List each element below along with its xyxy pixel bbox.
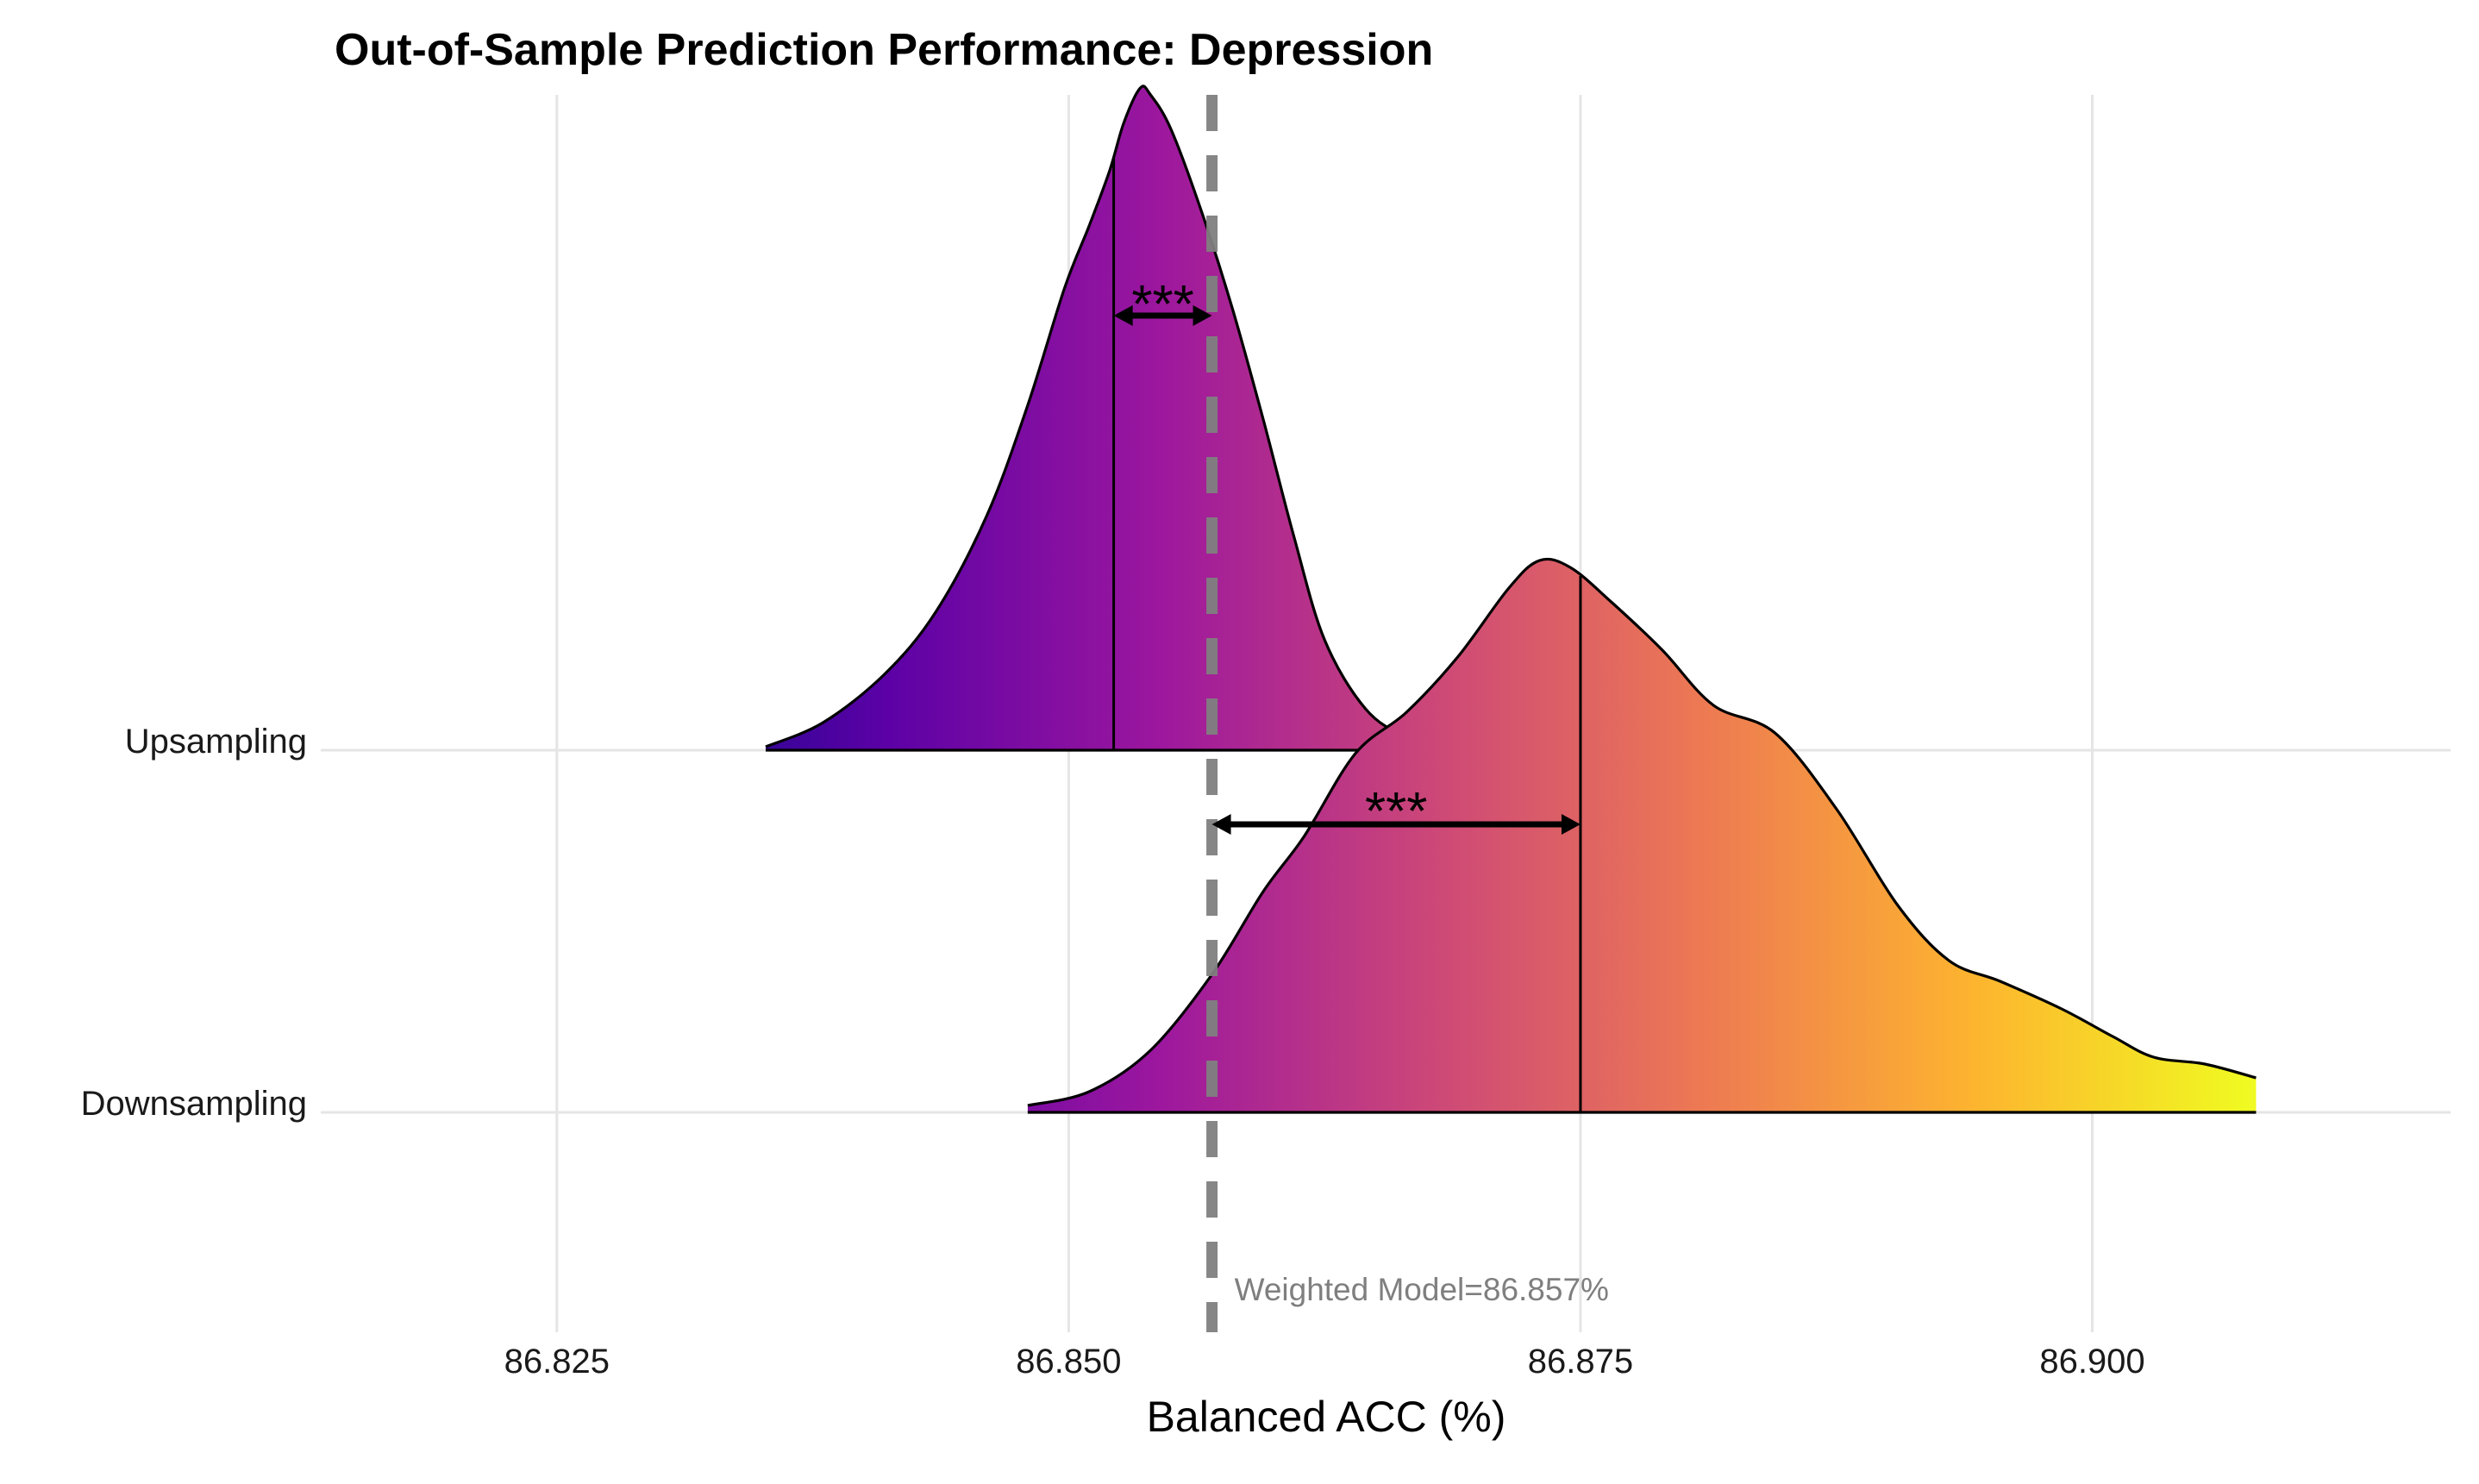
comparison-arrow-head-left bbox=[1113, 305, 1133, 326]
comparison-arrow-head-right bbox=[1561, 814, 1581, 835]
significance-label: *** bbox=[1365, 782, 1427, 842]
density-fill-upsampling bbox=[765, 85, 1454, 751]
reference-line-label: Weighted Model=86.857% bbox=[1235, 1272, 1609, 1307]
x-tick-label: 86.900 bbox=[2039, 1343, 2144, 1381]
x-axis-title: Balanced ACC (%) bbox=[1147, 1393, 1506, 1441]
x-tick-label: 86.825 bbox=[504, 1343, 610, 1381]
density-ridges bbox=[765, 85, 2257, 1114]
density-fill-downsampling bbox=[1027, 559, 2257, 1112]
chart-title: Out-of-Sample Prediction Performance: De… bbox=[335, 25, 1433, 75]
x-tick-label: 86.850 bbox=[1016, 1343, 1121, 1381]
comparison-arrow-head-left bbox=[1211, 814, 1231, 835]
x-tick-label: 86.875 bbox=[1528, 1343, 1633, 1381]
text-labels: Out-of-Sample Prediction Performance: De… bbox=[81, 25, 2145, 1441]
y-category-label: Downsampling bbox=[81, 1085, 307, 1123]
density-outline-downsampling bbox=[1027, 557, 2257, 1107]
y-category-label: Upsampling bbox=[125, 723, 307, 761]
gridlines bbox=[321, 95, 2451, 1332]
comparison-arrow-head-right bbox=[1193, 305, 1212, 326]
comparison-annotations: *** *** bbox=[1113, 275, 1581, 842]
significance-label: *** bbox=[1131, 275, 1193, 335]
density-outline-upsampling bbox=[765, 85, 1455, 748]
